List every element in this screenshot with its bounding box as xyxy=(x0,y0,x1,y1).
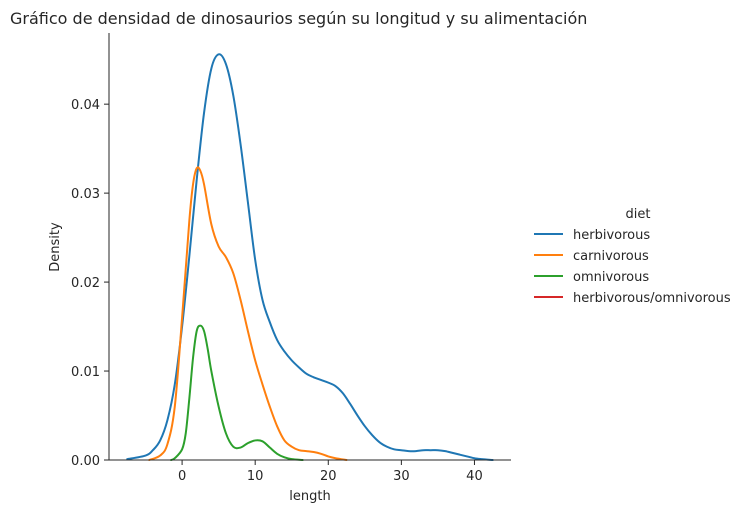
y-tick-label: 0.02 xyxy=(71,276,100,291)
density-curves xyxy=(126,53,494,461)
density-line-carnivorous xyxy=(148,166,348,461)
plot-area: 0 10 20 30 40 0.00 0.01 0.02 0.03 0.04 xyxy=(71,33,511,484)
x-axis-label: length xyxy=(289,489,330,504)
x-axis-ticks: 0 10 20 30 40 xyxy=(178,460,483,484)
legend-title: diet xyxy=(626,207,651,222)
y-tick-label: 0.00 xyxy=(71,454,100,469)
legend-label-herbivorous: herbivorous xyxy=(573,228,650,243)
legend-entries: herbivorous carnivorous omnivorous herbivor… xyxy=(534,228,731,306)
y-axis-label: Density xyxy=(48,222,63,272)
legend-label-carnivorous: carnivorous xyxy=(573,249,649,264)
chart-title: Gráfico de densidad de dinosaurios según… xyxy=(10,9,587,28)
x-tick-label: 30 xyxy=(393,469,410,484)
y-tick-label: 0.01 xyxy=(71,365,100,380)
density-line-omnivorous xyxy=(170,324,304,461)
density-line-herbivorous xyxy=(126,53,494,461)
x-tick-label: 10 xyxy=(247,469,264,484)
legend: diet herbivorouscarnivorousomnivorousher… xyxy=(534,207,731,306)
x-tick-label: 40 xyxy=(466,469,483,484)
x-tick-label: 0 xyxy=(178,469,186,484)
legend-label-omnivorous: omnivorous xyxy=(573,270,649,285)
x-tick-label: 20 xyxy=(320,469,337,484)
y-axis-ticks: 0.00 0.01 0.02 0.03 0.04 xyxy=(71,98,109,469)
y-tick-label: 0.04 xyxy=(71,98,100,113)
y-tick-label: 0.03 xyxy=(71,187,100,202)
legend-label-herbivorous-omnivorous: herbivorous/omnivorous xyxy=(573,291,731,306)
